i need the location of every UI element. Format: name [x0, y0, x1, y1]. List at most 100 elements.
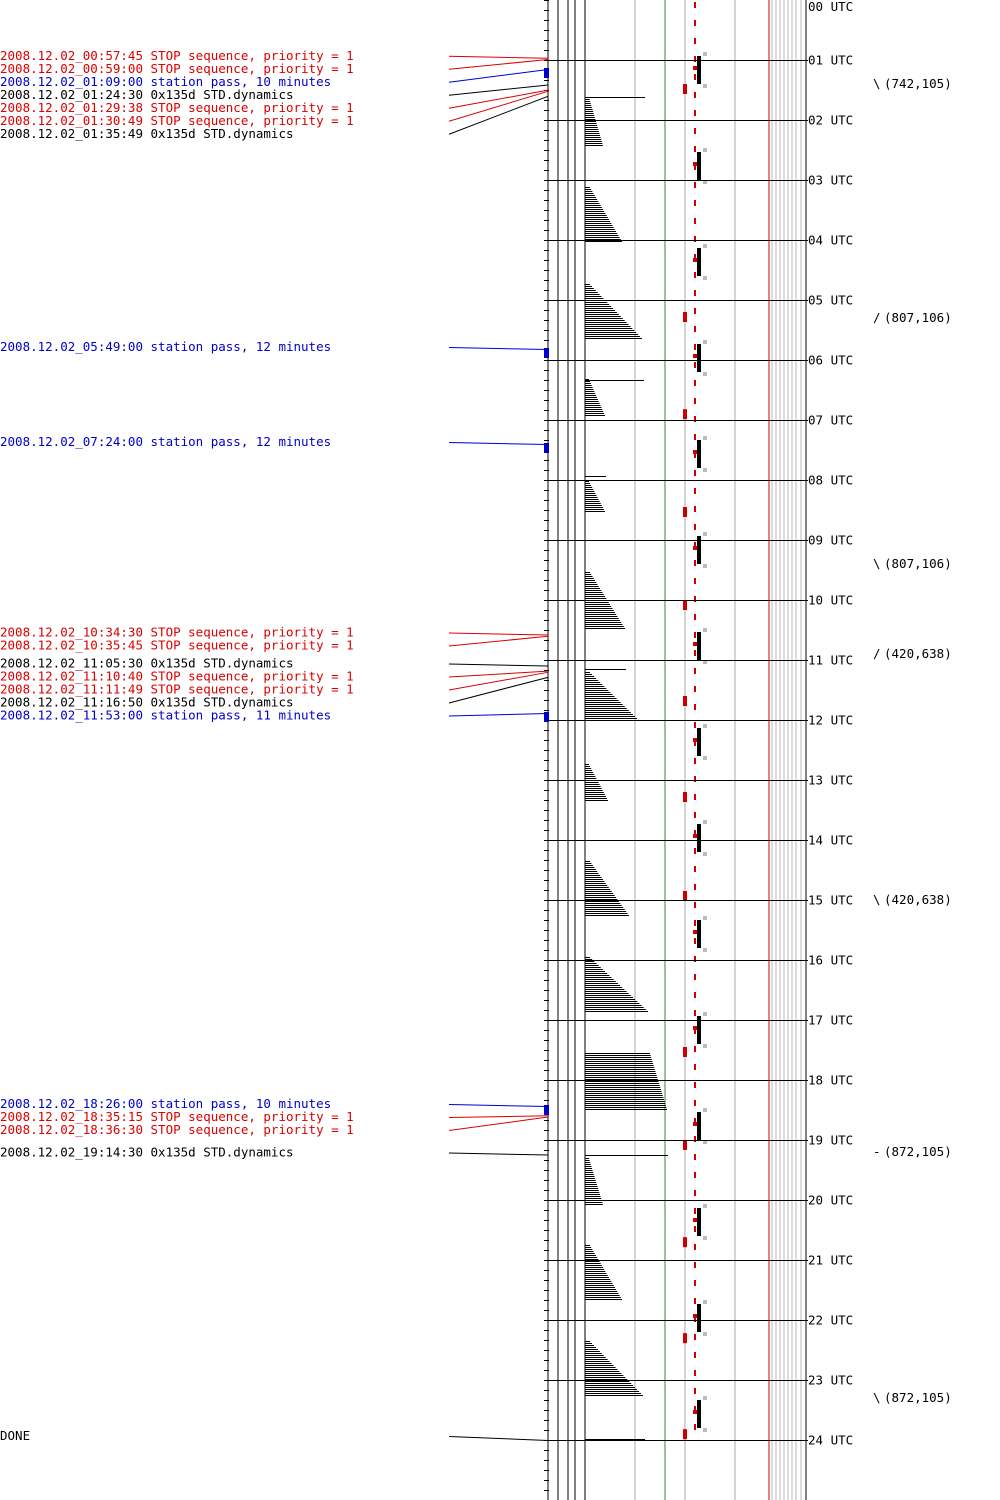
red-dash [694, 650, 696, 656]
red-dash [694, 416, 696, 422]
dynamics-tick [703, 180, 707, 184]
attitude-marker: \ (807,106) [873, 556, 952, 571]
dynamics-tick [703, 84, 707, 88]
dynamics-red-tick [693, 642, 697, 646]
done-label: DONE [0, 1428, 30, 1443]
red-dash [694, 866, 696, 872]
event-text: 2008.12.02_11:10:40 STOP sequence, prior… [0, 669, 354, 684]
dynamics-tick [703, 52, 707, 56]
dynamics-bar [697, 440, 701, 468]
event-leader-line [448, 95, 549, 135]
attitude-label: (420,638) [884, 892, 952, 907]
red-dash [694, 974, 696, 980]
red-dash [694, 1082, 696, 1088]
dynamics-red-tick [693, 66, 697, 70]
dynamics-tick [703, 532, 707, 536]
red-dash [694, 470, 696, 476]
red-tick [683, 84, 687, 94]
red-tick [683, 792, 687, 802]
event-text: 2008.12.02_10:35:45 STOP sequence, prior… [0, 638, 354, 653]
dynamics-tick [703, 1396, 707, 1400]
hour-label: 05 UTC [808, 293, 853, 308]
dynamics-tick [703, 244, 707, 248]
dynamics-tick [703, 564, 707, 568]
event-text: 2008.12.02_11:11:49 STOP sequence, prior… [0, 682, 354, 697]
dynamics-tick [703, 1236, 707, 1240]
red-dash [694, 1208, 696, 1214]
attitude-annotations: \ (742,105)/(807,106)\ (807,106)/(420,638)… [873, 76, 952, 1405]
event-text: 2008.12.02_01:09:00 station pass, 10 min… [0, 74, 331, 89]
red-dash [694, 254, 696, 260]
dynamics-tick [703, 468, 707, 472]
dynamics-tick [703, 916, 707, 920]
event-leader-line [448, 1116, 549, 1131]
station-pass-block [544, 68, 549, 78]
hour-label: 20 UTC [808, 1193, 853, 1208]
red-dash [694, 956, 696, 962]
hour-label: 11 UTC [808, 653, 853, 668]
red-dash [694, 110, 696, 116]
red-dash [694, 344, 696, 350]
red-tick [683, 1140, 687, 1150]
dynamics-bar [697, 632, 701, 660]
dynamics-tick [703, 1012, 707, 1016]
red-dash [694, 128, 696, 134]
dynamics-tick [703, 948, 707, 952]
attitude-label: (807,106) [884, 556, 952, 571]
red-dash [694, 758, 696, 764]
dynamics-markers [683, 2, 707, 1440]
red-dash [694, 902, 696, 908]
dynamics-tick [703, 1332, 707, 1336]
red-dash [694, 2, 696, 8]
red-dash [694, 1046, 696, 1052]
red-dash [694, 1010, 696, 1016]
dynamics-tick [703, 724, 707, 728]
event-leader-line [448, 635, 549, 647]
event-leader-line [448, 55, 549, 59]
dynamics-bar [697, 152, 701, 180]
hour-label: 23 UTC [808, 1373, 853, 1388]
event-leader-line [448, 676, 549, 704]
station-pass-block [544, 1105, 549, 1115]
done-leader-line [448, 1436, 549, 1441]
dynamics-bar [697, 1400, 701, 1428]
dynamics-tick [703, 1108, 707, 1112]
event-text: 2008.12.02_18:26:00 station pass, 10 min… [0, 1096, 331, 1111]
attitude-label: (807,106) [884, 310, 952, 325]
hour-label: 03 UTC [808, 173, 853, 188]
event-leader-line [448, 89, 549, 109]
red-tick [683, 696, 687, 706]
dynamics-tick [703, 436, 707, 440]
event-leader-line [448, 663, 549, 667]
dynamics-bar [697, 920, 701, 948]
red-dash [694, 488, 696, 494]
red-dash [694, 452, 696, 458]
red-dash [694, 596, 696, 602]
red-dash [694, 290, 696, 296]
event-list: 2008.12.02_00:57:45 STOP sequence, prior… [0, 48, 549, 1441]
red-dash [694, 1334, 696, 1340]
event-leader-line [448, 84, 549, 96]
red-dash [694, 362, 696, 368]
hour-label: 00 UTC [808, 0, 853, 14]
dynamics-bar [697, 1112, 701, 1140]
event-text: 2008.12.02_05:49:00 station pass, 12 min… [0, 339, 331, 354]
red-dash [694, 38, 696, 44]
red-dash [694, 1100, 696, 1106]
red-dash [694, 1352, 696, 1358]
red-dash [694, 884, 696, 890]
event-text: 2008.12.02_10:34:30 STOP sequence, prior… [0, 625, 354, 640]
dynamics-bar [697, 1304, 701, 1332]
event-leader-line [448, 671, 549, 691]
red-dash [694, 1424, 696, 1430]
red-tick [683, 1237, 687, 1248]
red-dash [694, 146, 696, 152]
red-tick [683, 1333, 687, 1344]
event-text: 2008.12.02_00:59:00 STOP sequence, prior… [0, 61, 354, 76]
event-text: 2008.12.02_01:30:49 STOP sequence, prior… [0, 113, 354, 128]
red-dash [694, 1136, 696, 1142]
attitude-symbol: \ [873, 892, 881, 907]
hour-label: 08 UTC [808, 473, 853, 488]
attitude-label: (872,105) [884, 1390, 952, 1405]
event-leader-line [448, 670, 549, 678]
